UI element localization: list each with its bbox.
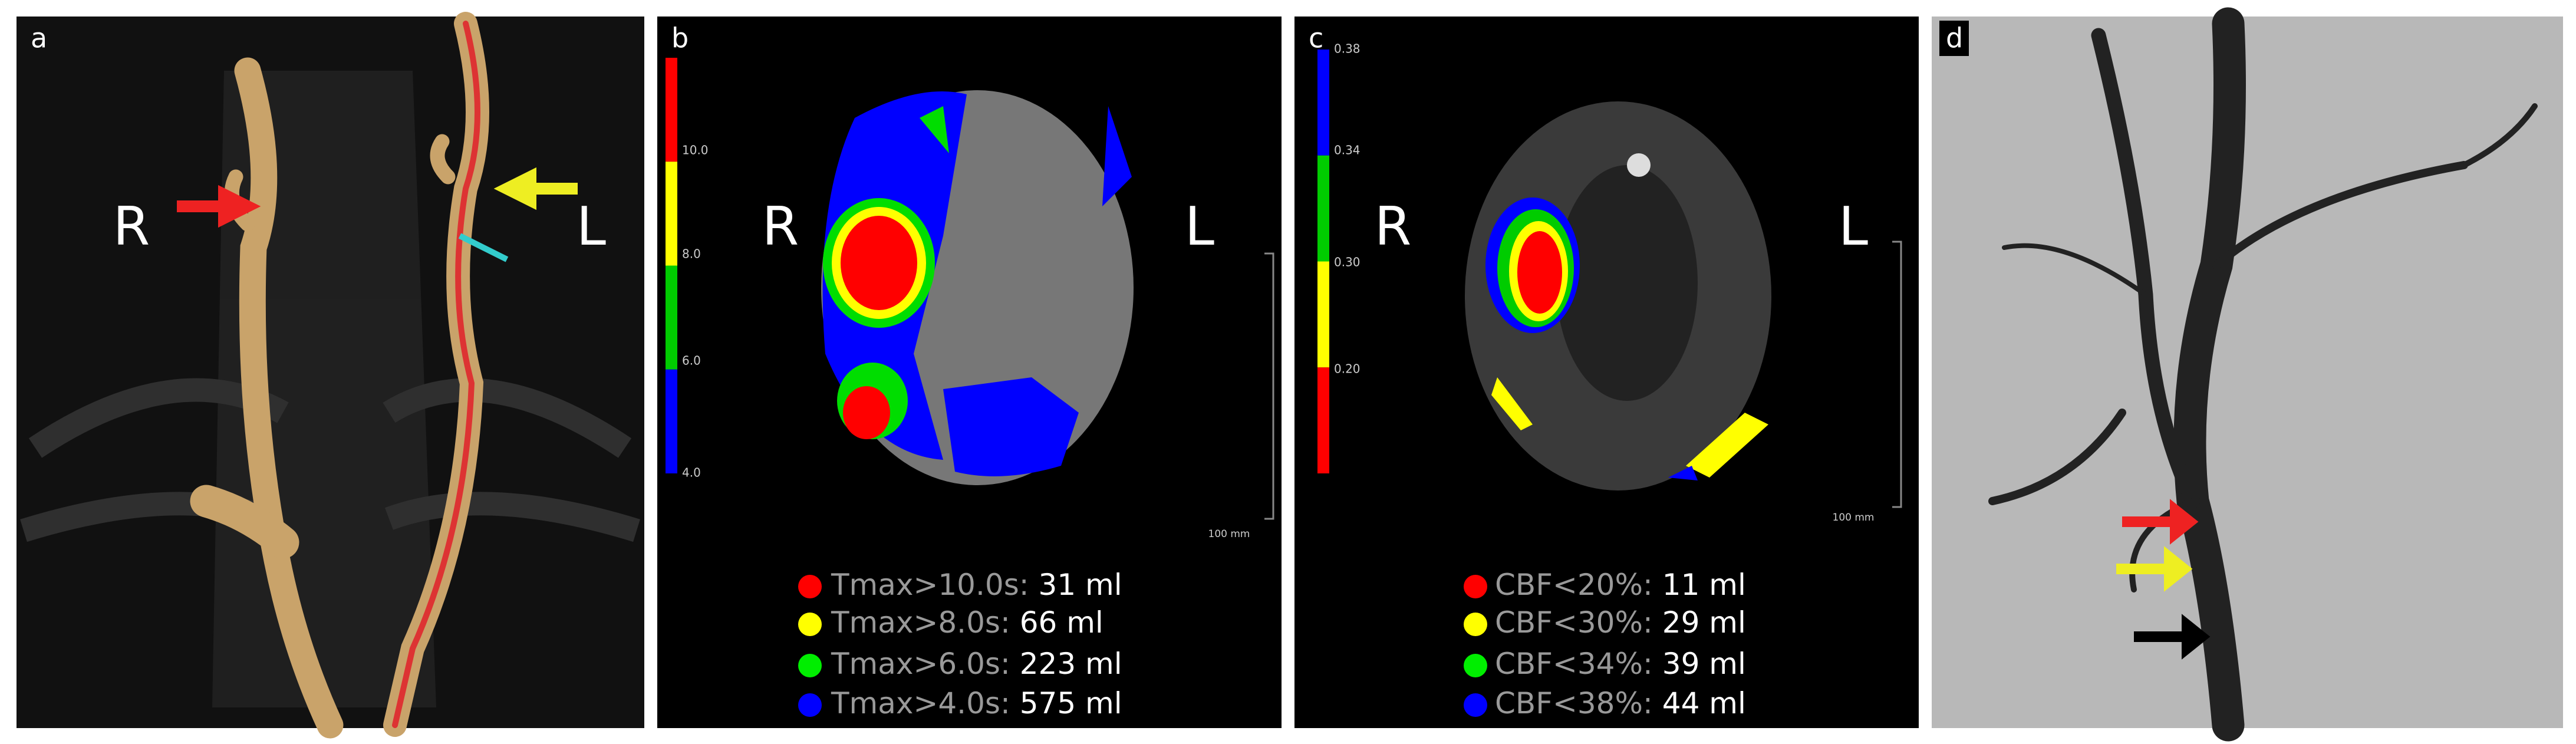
colorbar-segment (1317, 261, 1329, 368)
legend-dot (798, 613, 822, 636)
colorbar-tick-label: 10.0 (682, 143, 709, 157)
legend-entry: Tmax>10.0s: 31 ml (831, 568, 1122, 602)
colorbar-tick-label: 0.34 (1334, 143, 1361, 157)
legend-entry: Tmax>8.0s: 66 ml (831, 605, 1103, 640)
legend-entry: CBF<20%: 11 ml (1495, 568, 1746, 602)
legend-label: Tmax>6.0s: (831, 647, 1010, 681)
side-label: L (1839, 196, 1868, 258)
legend-value: 29 ml (1662, 605, 1746, 640)
legend-dot (1464, 575, 1487, 598)
legend-value: 11 ml (1662, 568, 1746, 602)
panel-a-image (17, 12, 644, 739)
colorbar-segment (1317, 367, 1329, 473)
colorbar-tick-label: 4.0 (682, 466, 701, 480)
legend-entry: Tmax>6.0s: 223 ml (831, 647, 1122, 681)
colorbar-tick-label: 0.30 (1334, 255, 1361, 269)
side-label: L (1185, 196, 1214, 258)
legend-dot (1464, 613, 1487, 636)
legend-value: 223 ml (1020, 647, 1122, 681)
side-label: L (577, 196, 606, 258)
scale-label: 100 mm (1833, 512, 1875, 524)
legend-entry: CBF<34%: 39 ml (1495, 647, 1746, 681)
panel-letter: a (31, 22, 47, 54)
legend-label: Tmax>8.0s: (831, 605, 1010, 640)
colorbar-tick-label: 0.20 (1334, 362, 1361, 376)
scale-label: 100 mm (1208, 528, 1250, 540)
panel-b-image (657, 17, 1282, 728)
legend-label: Tmax>10.0s: (831, 568, 1029, 602)
legend-value: 31 ml (1039, 568, 1122, 602)
panel-letter: d (1946, 22, 1963, 54)
panel-letter: c (1309, 22, 1323, 54)
legend-entry: CBF<30%: 29 ml (1495, 605, 1746, 640)
colorbar-segment (666, 58, 677, 162)
colorbar-segment (666, 265, 677, 370)
side-label: R (1375, 196, 1412, 258)
legend-label: CBF<20%: (1495, 568, 1653, 602)
colorbar-tick-label: 8.0 (682, 247, 701, 261)
colorbar-tick-label: 0.38 (1334, 42, 1361, 56)
legend-value: 575 ml (1020, 686, 1122, 720)
colorbar-segment (666, 369, 677, 473)
colorbar-tick-label: 6.0 (682, 354, 701, 368)
legend-label: Tmax>4.0s: (831, 686, 1010, 720)
legend-label: CBF<38%: (1495, 686, 1653, 720)
colorbar-segment (666, 162, 677, 266)
legend-value: 44 ml (1662, 686, 1746, 720)
colorbar-segment (1317, 155, 1329, 262)
panel-letter: b (671, 22, 689, 54)
legend-value: 66 ml (1020, 605, 1103, 640)
legend-entry: Tmax>4.0s: 575 ml (831, 686, 1122, 720)
legend-label: CBF<30%: (1495, 605, 1653, 640)
legend-dot (798, 693, 822, 717)
colorbar-segment (1317, 50, 1329, 156)
legend-dot (798, 575, 822, 598)
legend-entry: CBF<38%: 44 ml (1495, 686, 1746, 720)
scale-bar (1264, 252, 1274, 520)
legend-value: 39 ml (1662, 647, 1746, 681)
legend-dot (798, 654, 822, 677)
legend-label: CBF<34%: (1495, 647, 1653, 681)
side-label: R (113, 196, 150, 258)
panel-c-image (1294, 17, 1919, 728)
panel-d-image (1932, 7, 2563, 742)
legend-dot (1464, 693, 1487, 717)
legend-dot (1464, 654, 1487, 677)
side-label: R (762, 196, 799, 258)
